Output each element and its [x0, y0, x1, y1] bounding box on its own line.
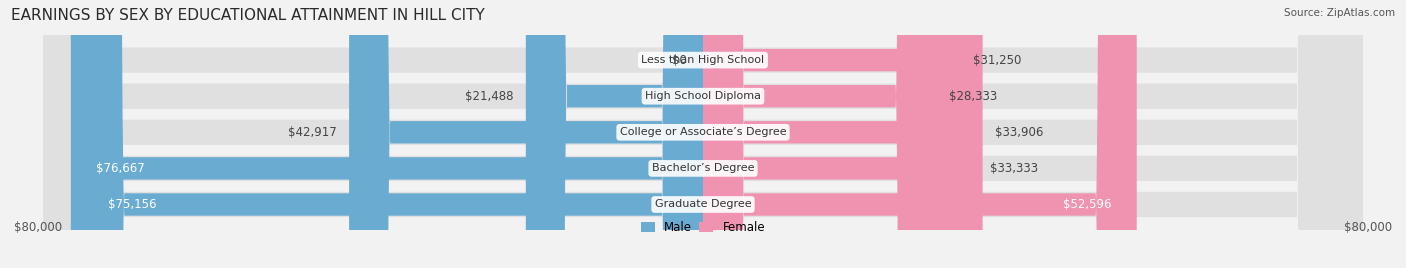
FancyBboxPatch shape — [70, 0, 703, 268]
FancyBboxPatch shape — [44, 0, 1362, 268]
Text: Graduate Degree: Graduate Degree — [655, 199, 751, 210]
Text: $0: $0 — [672, 54, 686, 67]
FancyBboxPatch shape — [703, 0, 983, 268]
Text: $75,156: $75,156 — [108, 198, 156, 211]
FancyBboxPatch shape — [349, 0, 703, 268]
FancyBboxPatch shape — [526, 0, 703, 268]
FancyBboxPatch shape — [703, 0, 936, 268]
Text: $33,333: $33,333 — [990, 162, 1039, 175]
FancyBboxPatch shape — [703, 0, 1136, 268]
Text: $21,488: $21,488 — [465, 90, 513, 103]
FancyBboxPatch shape — [44, 0, 1362, 268]
Text: $76,667: $76,667 — [96, 162, 145, 175]
Text: $80,000: $80,000 — [1344, 221, 1392, 234]
Text: Bachelor’s Degree: Bachelor’s Degree — [652, 163, 754, 173]
FancyBboxPatch shape — [44, 0, 1362, 268]
FancyBboxPatch shape — [703, 0, 977, 268]
Text: $31,250: $31,250 — [973, 54, 1021, 67]
Text: $52,596: $52,596 — [1063, 198, 1112, 211]
Legend: Male, Female: Male, Female — [641, 221, 765, 234]
FancyBboxPatch shape — [44, 0, 1362, 268]
Text: College or Associate’s Degree: College or Associate’s Degree — [620, 127, 786, 137]
Text: $28,333: $28,333 — [949, 90, 997, 103]
Text: Source: ZipAtlas.com: Source: ZipAtlas.com — [1284, 8, 1395, 18]
Text: $42,917: $42,917 — [288, 126, 336, 139]
Text: EARNINGS BY SEX BY EDUCATIONAL ATTAINMENT IN HILL CITY: EARNINGS BY SEX BY EDUCATIONAL ATTAINMEN… — [11, 8, 485, 23]
Text: High School Diploma: High School Diploma — [645, 91, 761, 101]
Text: $33,906: $33,906 — [995, 126, 1043, 139]
Text: $80,000: $80,000 — [14, 221, 62, 234]
FancyBboxPatch shape — [44, 0, 1362, 268]
FancyBboxPatch shape — [703, 0, 960, 268]
FancyBboxPatch shape — [83, 0, 703, 268]
Text: Less than High School: Less than High School — [641, 55, 765, 65]
